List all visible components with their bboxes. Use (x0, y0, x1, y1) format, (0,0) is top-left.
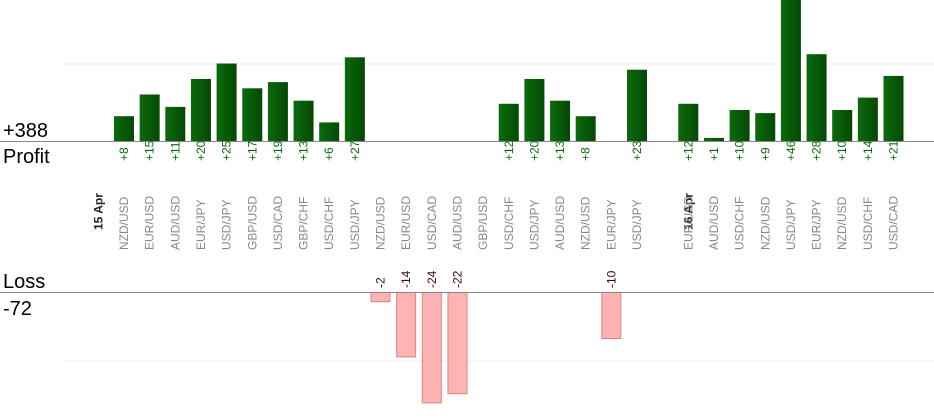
profit-bar (755, 113, 776, 141)
profit-bar (857, 97, 878, 141)
profit-bar (524, 79, 545, 141)
profit-value-label: +1 (707, 147, 721, 161)
loss-bar (396, 292, 417, 358)
category-label: AUD/USD (450, 196, 464, 250)
category-label: EUR/JPY (810, 199, 824, 250)
profit-value-label: +25 (220, 140, 234, 161)
profit-bar (678, 103, 699, 141)
profit-value-label: +13 (553, 140, 567, 161)
profit-value-label: +8 (117, 147, 131, 161)
profit-value-label: +28 (810, 140, 824, 161)
category-label: USD/CHF (502, 197, 516, 250)
profit-value-label: +14 (861, 140, 875, 161)
profit-bar (114, 116, 134, 141)
profit-bar (242, 88, 263, 141)
profit-bar (319, 122, 340, 141)
category-label: NZD/USD (758, 196, 772, 250)
category-label: USD/JPY (527, 199, 541, 250)
profit-value-label: +13 (297, 140, 311, 161)
profit-bar (267, 82, 288, 141)
category-label: GBP/USD (245, 196, 259, 250)
profit-value-label: +10 (835, 140, 849, 161)
profit-bar (780, 0, 801, 141)
loss-bar (447, 292, 468, 395)
category-label: USD/CHF (733, 197, 747, 250)
category-label: EUR/USD (399, 196, 413, 250)
profit-value-label: +19 (271, 140, 285, 161)
loss-value-label: -22 (450, 270, 464, 288)
loss-bar (370, 292, 391, 303)
profit-value-label: +8 (579, 147, 593, 161)
category-label: USD/JPY (220, 199, 234, 250)
profit-value-label: +12 (681, 140, 695, 161)
profit-value-label: +6 (322, 147, 336, 161)
category-label: EUR/JPY (604, 199, 618, 250)
profit-value-label: +12 (502, 140, 516, 161)
loss-value-label: -14 (399, 270, 413, 288)
profit-value-label: +10 (733, 140, 747, 161)
profit-total: +388 (3, 120, 48, 142)
profit-bar (165, 106, 186, 141)
profit-bar (344, 57, 365, 141)
profit-bar (729, 110, 750, 141)
category-label: EUR/JPY (194, 199, 208, 250)
profit-value-label: +27 (348, 140, 362, 161)
profit-bar (883, 75, 904, 141)
profit-bar (575, 116, 596, 141)
profit-value-label: +17 (245, 140, 259, 161)
profit-label: Profit (3, 146, 50, 168)
category-label: USD/CAD (425, 196, 439, 250)
loss-value-label: -10 (604, 270, 618, 288)
profit-value-label: +23 (630, 140, 644, 161)
profit-value-label: +21 (887, 140, 901, 161)
category-label: USD/CAD (271, 196, 285, 250)
profit-bar (550, 100, 571, 141)
loss-bar (421, 292, 442, 404)
category-label: USD/JPY (784, 199, 798, 250)
category-label: AUD/USD (553, 196, 567, 250)
category-label: NZD/USD (835, 196, 849, 250)
loss-bar (601, 292, 622, 339)
loss-label: Loss (3, 271, 45, 293)
profit-value-label: +9 (758, 147, 772, 161)
category-label: USD/JPY (630, 199, 644, 250)
category-label: EUR/USD (143, 196, 157, 250)
category-label: USD/CAD (887, 196, 901, 250)
date-label: 16 Apr (681, 193, 695, 230)
category-label: AUD/USD (707, 196, 721, 250)
category-label: GBP/USD (476, 196, 490, 250)
category-label: USD/CHF (861, 197, 875, 250)
category-label: NZD/USD (117, 196, 131, 250)
profit-bar (216, 63, 237, 141)
profit-value-label: +46 (784, 140, 798, 161)
profit-bar (139, 94, 160, 141)
category-label: USD/JPY (348, 199, 362, 250)
loss-value-label: -2 (374, 277, 388, 288)
profit-bar (806, 54, 827, 142)
profit-bar (703, 137, 724, 141)
date-label: 15 Apr (91, 193, 105, 230)
category-label: GBP/CHF (297, 197, 311, 250)
profit-value-label: +20 (194, 140, 208, 161)
profit-value-label: +11 (168, 141, 182, 161)
profit-bar (293, 100, 314, 141)
category-label: NZD/USD (374, 196, 388, 250)
category-label: USD/CHF (322, 197, 336, 250)
profit-bar (832, 110, 853, 141)
profit-value-label: +15 (143, 140, 157, 161)
category-label: EUR/USD (681, 196, 695, 250)
category-label: AUD/USD (168, 196, 182, 250)
profit-value-label: +20 (527, 140, 541, 161)
loss-total: -72 (3, 298, 32, 320)
category-label: NZD/USD (579, 196, 593, 250)
labels: 15 Apr 16 Apr +8 NZD/USD +15 EUR/USD +11 AUD/US… (91, 140, 900, 288)
profit-bar (627, 69, 647, 141)
profit-bar (190, 79, 211, 141)
loss-value-label: -24 (425, 270, 439, 288)
profit-bar (498, 103, 519, 141)
